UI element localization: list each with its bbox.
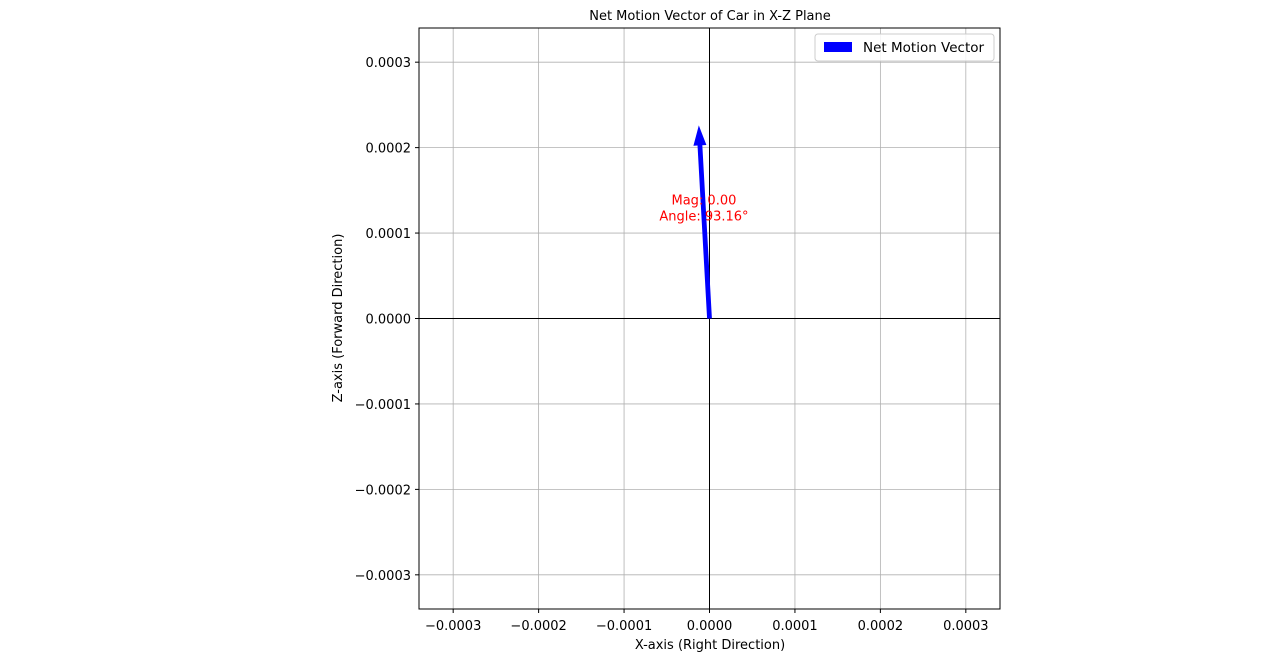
- y-tick-label: 0.0002: [366, 142, 412, 157]
- net-motion-vector-arrow: [693, 125, 712, 319]
- y-axis-label: Z-axis (Forward Direction): [331, 234, 346, 403]
- y-tick-label: −0.0001: [355, 398, 411, 413]
- vector-layer: [693, 125, 712, 319]
- y-tick-label: 0.0001: [366, 227, 412, 242]
- legend-box: [814, 33, 995, 62]
- x-tick-label: 0.0000: [687, 619, 733, 634]
- y-tick-label: −0.0003: [355, 569, 411, 584]
- x-tick-label: 0.0003: [943, 619, 989, 634]
- y-tick-label: −0.0002: [355, 483, 411, 498]
- legend-label: Net Motion Vector: [863, 40, 985, 56]
- y-tick-label: 0.0000: [366, 313, 412, 328]
- legend: Net Motion Vector: [814, 33, 995, 62]
- legend-swatch: [824, 42, 852, 52]
- annotation-magnitude: Mag: 0.00: [671, 193, 736, 208]
- chart-title: Net Motion Vector of Car in X-Z Plane: [589, 9, 831, 24]
- x-tick-label: −0.0002: [510, 619, 566, 634]
- y-tick-label: 0.0003: [366, 56, 412, 71]
- y-ticks: 0.0003 0.0002 0.0001 0.0000 −0.0001 −0.0002 −0…: [355, 56, 419, 584]
- annotation: Mag: 0.00 Angle: 93.16°: [659, 193, 748, 224]
- x-axis-label: X-axis (Right Direction): [635, 638, 785, 653]
- x-tick-label: −0.0001: [596, 619, 652, 634]
- x-tick-label: −0.0003: [425, 619, 481, 634]
- x-tick-label: 0.0001: [772, 619, 818, 634]
- annotation-angle: Angle: 93.16°: [659, 209, 748, 224]
- x-ticks: −0.0003 −0.0002 −0.0001 0.0000 0.0001 0.0002 0…: [425, 609, 989, 634]
- x-tick-label: 0.0002: [858, 619, 904, 634]
